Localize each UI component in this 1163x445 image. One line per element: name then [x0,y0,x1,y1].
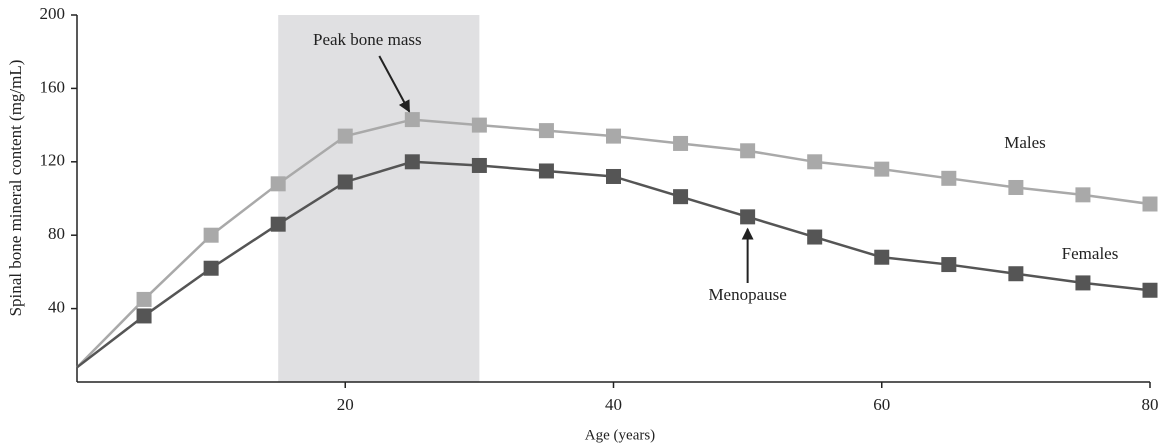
series-line [76,160,1151,369]
annotation: Menopause [708,285,786,304]
annotation: Peak bone mass [313,30,422,49]
marker [673,189,689,205]
y-axis-label: Spinal bone mineral content (mg/mL) [6,60,25,317]
x-axis-label: Age (years) [585,427,655,443]
marker [337,174,353,190]
marker [1075,187,1091,203]
y-tick-label: 80 [48,224,65,243]
marker [538,123,554,139]
marker [606,128,621,144]
marker [1142,282,1158,298]
marker [807,229,823,245]
marker [270,216,286,232]
y-tick-label: 40 [48,298,65,317]
marker [136,291,152,307]
x-tick-label: 80 [1142,395,1159,414]
marker [203,260,219,276]
x-tick-label: 20 [337,395,354,414]
marker [1008,266,1024,282]
marker [1008,179,1024,195]
x-tick-label: 40 [605,395,622,414]
series-line [76,118,1151,369]
marker [471,117,487,133]
marker [740,143,756,159]
y-tick-label: 160 [40,77,66,96]
marker [1142,196,1158,212]
marker [673,135,689,151]
shaded-region [278,15,480,382]
marker [471,157,487,173]
marker [203,227,219,243]
marker [270,176,286,192]
marker [740,209,756,225]
annotation-arrow [378,55,411,113]
y-tick-label: 200 [40,4,66,23]
y-tick-label: 120 [40,151,66,170]
x-tick-label: 60 [873,395,890,414]
marker [538,163,554,179]
marker [136,308,152,324]
marker [404,154,420,170]
marker [874,249,890,265]
marker [404,112,420,128]
marker [606,168,621,184]
marker [941,257,957,273]
marker [874,161,890,177]
marker [337,128,353,144]
series-label: Females [1062,244,1119,263]
marker [807,154,823,170]
marker [941,170,957,186]
series-label: Males [1004,133,1046,152]
marker [1075,275,1091,291]
